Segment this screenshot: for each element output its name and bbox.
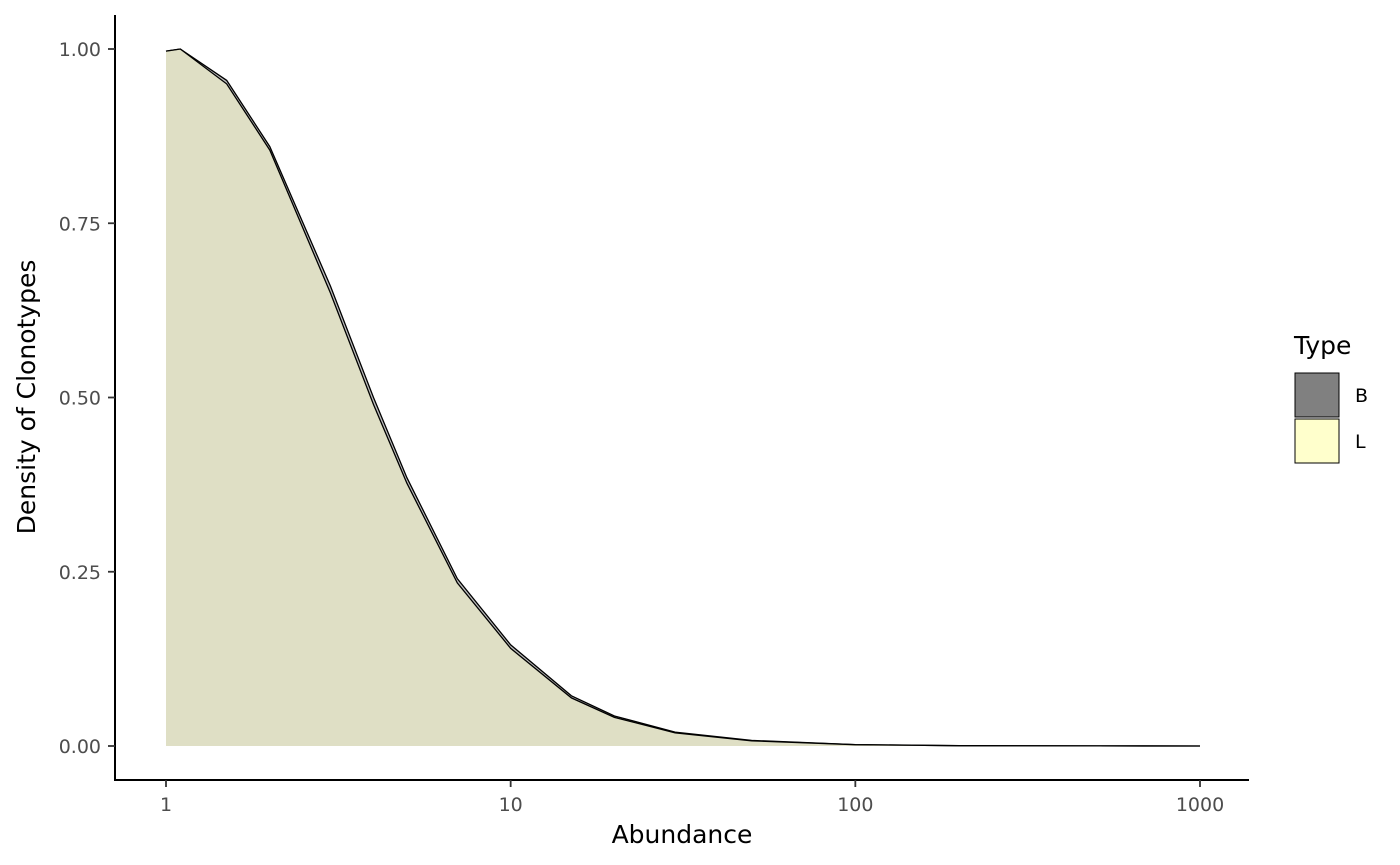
y-ticks: 0.00 0.25 0.50 0.75 1.00 bbox=[59, 39, 115, 758]
y-tick-label: 0.75 bbox=[59, 213, 101, 235]
legend: Type B L bbox=[1293, 331, 1368, 464]
y-tick-label: 1.00 bbox=[59, 39, 101, 61]
legend-key-L bbox=[1294, 418, 1340, 464]
x-tick-label: 1000 bbox=[1176, 794, 1224, 816]
density-outline-L bbox=[165, 48, 1201, 747]
x-tick-label: 10 bbox=[499, 794, 523, 816]
legend-key-B bbox=[1294, 372, 1340, 418]
y-axis-title: Density of Clonotypes bbox=[12, 260, 41, 535]
x-axis-title: Abundance bbox=[612, 820, 753, 849]
y-tick-label: 0.25 bbox=[59, 562, 101, 584]
legend-label-B: B bbox=[1355, 385, 1368, 407]
density-area-L bbox=[166, 49, 1200, 746]
legend-title: Type bbox=[1293, 331, 1351, 360]
legend-label-L: L bbox=[1355, 431, 1366, 453]
x-tick-label: 1 bbox=[160, 794, 172, 816]
y-tick-label: 0.50 bbox=[59, 388, 101, 410]
x-tick-label: 100 bbox=[837, 794, 873, 816]
plot-series bbox=[165, 48, 1201, 747]
y-tick-label: 0.00 bbox=[59, 736, 101, 758]
x-ticks: 1 10 100 1000 bbox=[160, 780, 1224, 816]
